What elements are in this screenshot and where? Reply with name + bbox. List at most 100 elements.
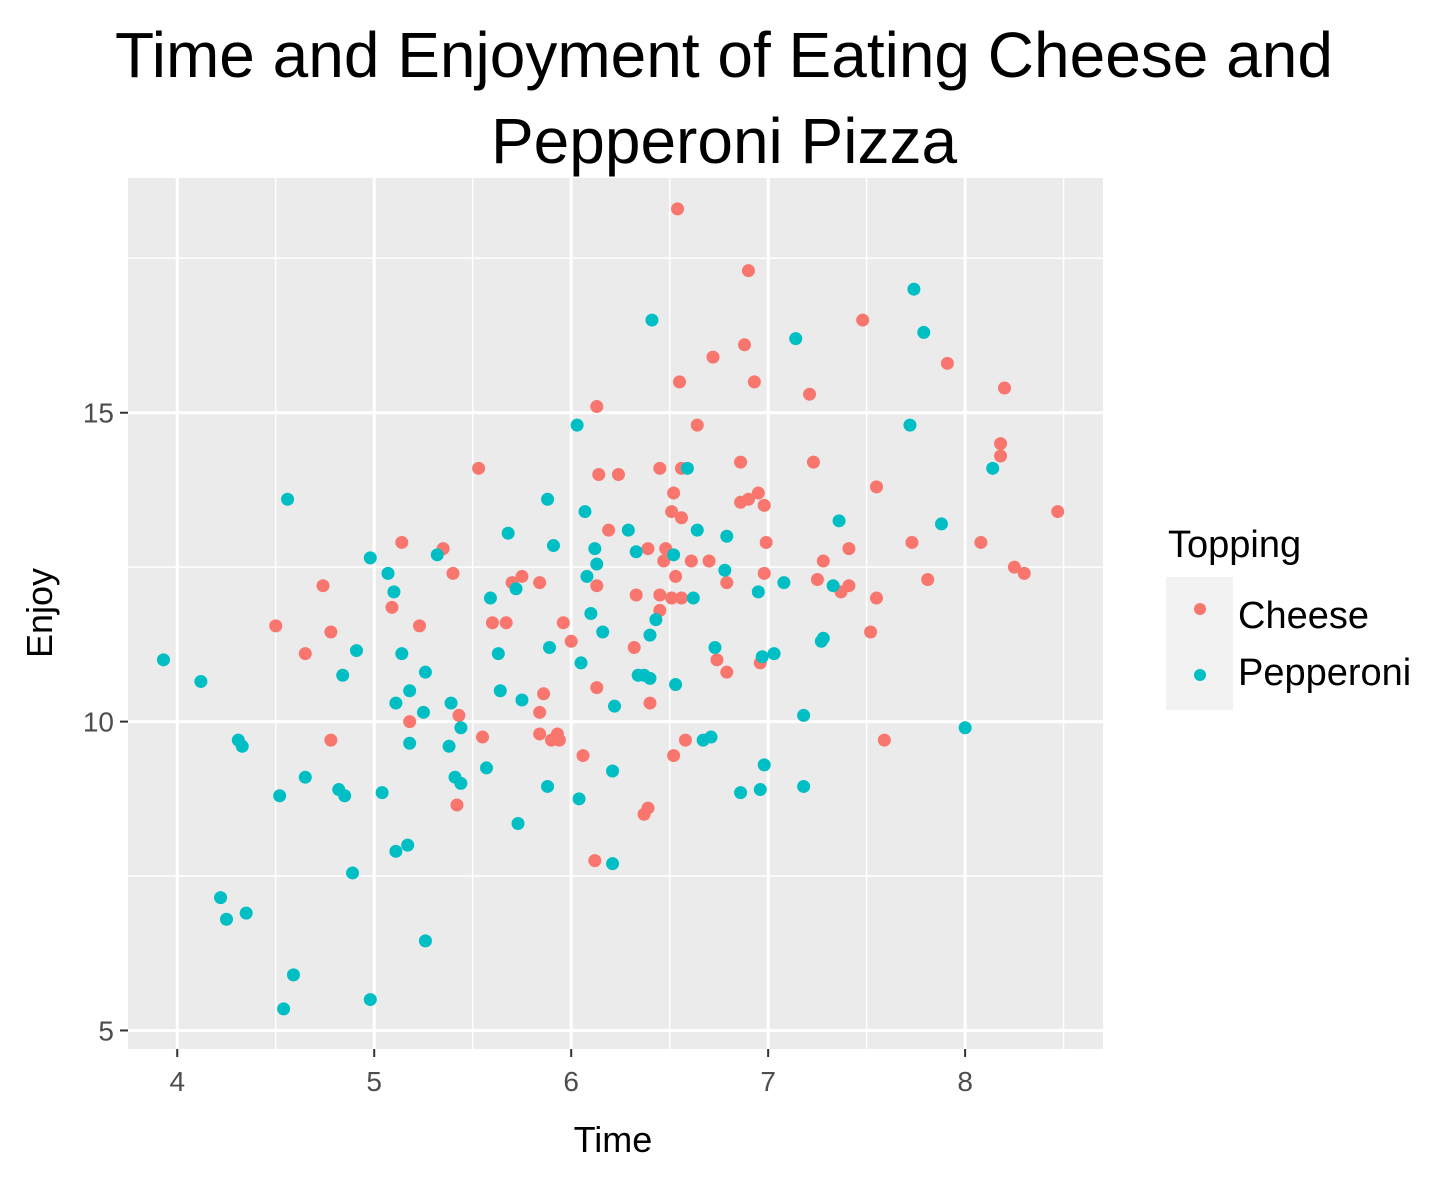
point-cheese [667,749,681,763]
point-cheese [641,542,655,556]
legend-title: Topping [1168,524,1301,566]
legend-label-pepperoni: Pepperoni [1238,652,1411,694]
point-cheese [673,375,687,389]
point-pepperoni [194,674,208,688]
point-cheese [637,807,651,821]
legend-label-cheese: Cheese [1238,595,1369,637]
point-cheese [864,625,878,639]
point-cheese [842,542,856,556]
point-pepperoni [755,650,769,664]
y-tick-label: 15 [83,398,114,429]
point-cheese [533,576,547,590]
point-pepperoni [690,523,704,537]
point-pepperoni [645,313,659,327]
point-cheese [1051,505,1065,519]
point-cheese [994,449,1008,463]
point-cheese [550,727,564,741]
point-pepperoni [832,514,846,528]
point-pepperoni [403,684,417,698]
point-pepperoni [363,551,377,565]
point-cheese [816,554,830,568]
point-pepperoni [454,776,468,790]
point-pepperoni [629,545,643,559]
point-cheese [759,535,773,549]
point-pepperoni [734,786,748,800]
point-pepperoni [403,736,417,750]
point-pepperoni [214,891,228,905]
point-pepperoni [574,656,588,670]
y-tick-labels: 5 10 15 [83,398,114,1047]
point-cheese [588,854,602,868]
point-cheese [669,569,683,583]
point-pepperoni [389,696,403,710]
point-pepperoni [546,539,560,553]
point-pepperoni [511,817,525,831]
point-pepperoni [336,668,350,682]
point-pepperoni [454,721,468,735]
point-pepperoni [797,779,811,793]
point-pepperoni [903,418,917,432]
point-pepperoni [580,569,594,583]
point-cheese [667,486,681,500]
point-pepperoni [588,542,602,556]
point-cheese [602,523,616,537]
point-cheese [678,733,692,747]
point-cheese [674,511,688,525]
point-cheese [940,356,954,370]
point-pepperoni [643,671,657,685]
point-cheese [576,749,590,763]
x-tick-label: 7 [760,1066,776,1097]
point-pepperoni [338,789,352,803]
point-pepperoni [444,696,458,710]
point-cheese [877,733,891,747]
point-pepperoni [273,789,287,803]
point-pepperoni [621,523,635,537]
point-pepperoni [541,492,555,506]
major-gridlines [128,178,1103,1049]
point-cheese [627,640,641,654]
point-cheese [998,381,1012,395]
point-pepperoni [543,640,557,654]
point-cheese [720,665,734,679]
point-cheese [747,375,761,389]
point-cheese [298,647,312,661]
point-cheese [476,730,490,744]
point-pepperoni [907,282,921,296]
point-pepperoni [667,548,681,562]
point-pepperoni [777,576,791,590]
point-pepperoni [917,325,931,339]
point-pepperoni [789,332,803,346]
point-pepperoni [349,644,363,658]
x-tick-label: 4 [169,1066,185,1097]
point-pepperoni [767,647,781,661]
x-axis-title: Time [574,1119,653,1160]
point-cheese [590,681,604,695]
point-pepperoni [708,640,722,654]
point-cheese [869,480,883,494]
point-cheese [564,634,578,648]
point-pepperoni [814,634,828,648]
x-tick-labels: 4 5 6 7 8 [169,1066,972,1097]
point-cheese [556,616,570,630]
point-pepperoni [596,625,610,639]
point-cheese [738,338,752,352]
point-pepperoni [578,505,592,519]
legend-key-pepperoni [1194,669,1206,681]
point-cheese [590,579,604,593]
point-cheese [324,733,338,747]
point-cheese [869,591,883,605]
point-cheese [974,535,988,549]
point-pepperoni [430,548,444,562]
point-cheese [710,653,724,667]
point-cheese [674,591,688,605]
point-pepperoni [570,418,584,432]
point-cheese [533,705,547,719]
point-cheese [757,566,771,580]
point-cheese [994,437,1008,451]
point-cheese [1007,560,1021,574]
point-cheese [452,708,466,722]
point-cheese [515,569,529,583]
point-pepperoni [235,739,249,753]
point-cheese [316,579,330,593]
